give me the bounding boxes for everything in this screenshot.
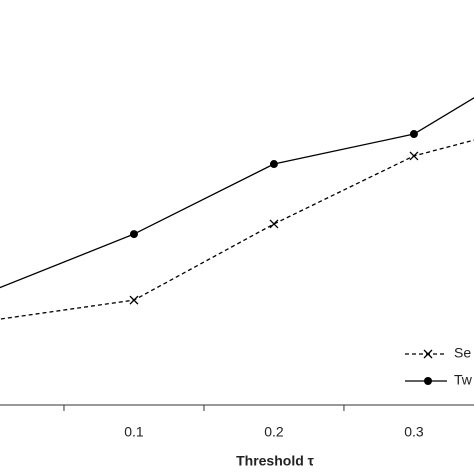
marker (129, 230, 138, 239)
x-axis-label: Threshold τ (236, 453, 315, 469)
legend-label: Tw (454, 372, 473, 388)
marker (409, 151, 419, 161)
line (0, 97, 474, 289)
marker (269, 219, 279, 229)
legend-marker (423, 349, 433, 359)
marker (269, 160, 278, 169)
legend-label: Se (454, 345, 471, 361)
marker (129, 295, 139, 305)
line (0, 139, 474, 320)
marker (409, 130, 418, 139)
x-tick-label: 0.1 (124, 424, 144, 440)
legend-marker (424, 377, 432, 385)
x-tick-label: 0.3 (404, 424, 424, 440)
x-tick-label: 0.2 (264, 424, 284, 440)
